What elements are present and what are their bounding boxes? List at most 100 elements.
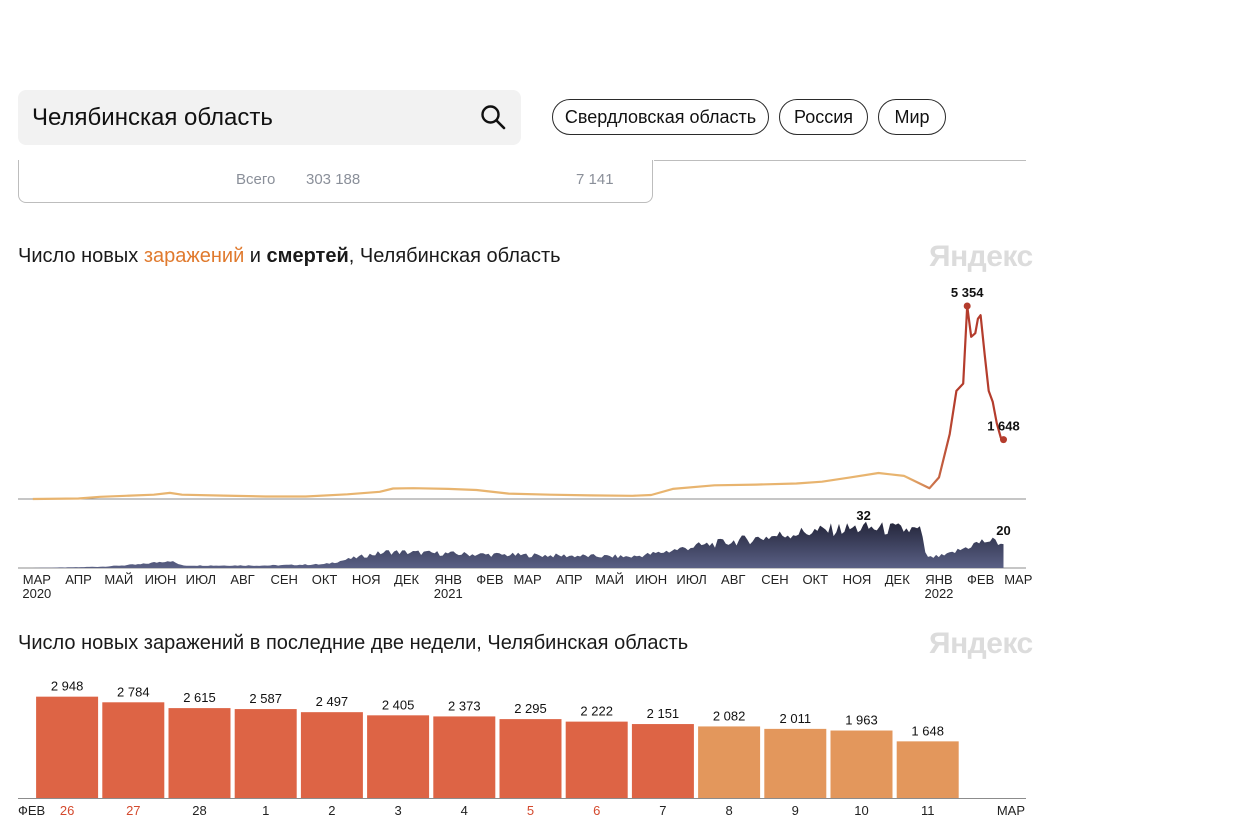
x-tick-label: ИЮН bbox=[145, 572, 177, 587]
cases-marker bbox=[999, 436, 1007, 444]
bar-category-label: 1 bbox=[262, 803, 269, 818]
bar-category-label: 27 bbox=[126, 803, 140, 818]
month-end-label: МАР bbox=[997, 803, 1025, 818]
region-button-world[interactable]: Мир bbox=[878, 99, 946, 135]
x-tick-label: ФЕВ bbox=[476, 572, 503, 587]
x-tick-label: ЯНВ bbox=[925, 572, 952, 587]
region-button-russia[interactable]: Россия bbox=[779, 99, 868, 135]
cases-value-label: 1 648 bbox=[987, 419, 1020, 434]
bar-category-label: 26 bbox=[60, 803, 74, 818]
bar-value-label: 2 082 bbox=[713, 708, 746, 723]
divider bbox=[654, 160, 1026, 161]
x-year-label: 2022 bbox=[924, 586, 953, 601]
search-input[interactable]: Челябинская область bbox=[32, 104, 273, 131]
totals-label: Всего bbox=[236, 171, 276, 188]
cases-marker bbox=[963, 302, 971, 310]
x-tick-label: СЕН bbox=[761, 572, 788, 587]
bar bbox=[830, 730, 893, 798]
totals-deaths: 7 141 bbox=[576, 171, 614, 188]
yandex-watermark: Яндекс bbox=[929, 240, 1033, 273]
bar bbox=[631, 724, 694, 798]
bar bbox=[102, 702, 165, 798]
totals-cases: 303 188 bbox=[306, 171, 361, 188]
bar-value-label: 1 648 bbox=[911, 723, 944, 738]
bar-value-label: 2 587 bbox=[249, 691, 282, 706]
x-tick-label: ФЕВ bbox=[967, 572, 994, 587]
search-icon[interactable] bbox=[480, 104, 506, 130]
bar-category-label: 5 bbox=[527, 803, 534, 818]
bar bbox=[764, 728, 827, 798]
bar bbox=[36, 696, 99, 798]
x-tick-label: ЯНВ bbox=[435, 572, 462, 587]
bar-category-label: 11 bbox=[921, 803, 935, 818]
bar-value-label: 2 011 bbox=[780, 711, 812, 726]
x-tick-label: НОЯ bbox=[352, 572, 381, 587]
bar-category-label: 8 bbox=[725, 803, 732, 818]
x-tick-label: ИЮЛ bbox=[186, 572, 216, 587]
bar-value-label: 2 784 bbox=[117, 684, 150, 699]
bar-category-label: 2 bbox=[328, 803, 335, 818]
totals-table: Всего 303 188 7 141 bbox=[18, 160, 653, 203]
bar-value-label: 2 373 bbox=[448, 698, 481, 713]
bar-category-label: 10 bbox=[854, 803, 868, 818]
bar-value-label: 2 151 bbox=[647, 706, 680, 721]
bar bbox=[433, 716, 496, 798]
x-tick-label: МАЙ bbox=[104, 572, 133, 587]
bar-value-label: 1 963 bbox=[845, 713, 878, 728]
x-tick-label: ОКТ bbox=[802, 572, 828, 587]
bar-category-label: 28 bbox=[192, 803, 206, 818]
bar bbox=[499, 719, 562, 798]
bar bbox=[896, 741, 959, 798]
bar bbox=[698, 726, 761, 798]
x-year-label: 2021 bbox=[434, 586, 463, 601]
chart1-title-and: и bbox=[244, 245, 267, 267]
chart1-title: Число новых заражений и смертей, Челябин… bbox=[18, 245, 561, 268]
bar-value-label: 2 295 bbox=[514, 701, 547, 716]
bar-category-label: 3 bbox=[394, 803, 401, 818]
chart2-title: Число новых заражений в последние две не… bbox=[18, 632, 689, 654]
x-tick-label: МАР bbox=[513, 572, 541, 587]
x-tick-label: АПР bbox=[65, 572, 92, 587]
chart1-title-infections: заражений bbox=[143, 245, 245, 267]
bar bbox=[367, 715, 430, 798]
bar-value-label: 2 497 bbox=[316, 694, 349, 709]
cases-line bbox=[32, 304, 1005, 501]
x-tick-label: АПР bbox=[556, 572, 583, 587]
x-tick-label: ОКТ bbox=[312, 572, 338, 587]
bar-value-label: 2 405 bbox=[382, 697, 415, 712]
x-tick-label: МАР bbox=[1004, 572, 1032, 587]
x-tick-label: ИЮН bbox=[635, 572, 667, 587]
deaths-value-label: 20 bbox=[996, 523, 1010, 538]
cases-value-label: 5 354 bbox=[951, 285, 984, 300]
deaths-area bbox=[32, 521, 1004, 568]
bar-value-label: 2 615 bbox=[183, 690, 216, 705]
region-button-sverdlovsk[interactable]: Свердловская область bbox=[552, 99, 769, 135]
chart1-title-suffix: , Челябинская область bbox=[348, 245, 561, 267]
month-start-label: ФЕВ bbox=[18, 803, 45, 818]
bar-value-label: 2 948 bbox=[51, 679, 84, 694]
x-tick-label: НОЯ bbox=[843, 572, 872, 587]
bar bbox=[565, 721, 628, 798]
x-tick-label: ДЕК bbox=[885, 572, 910, 587]
two-weeks-bar-chart: 2 948 26 2 784 27 2 615 28 2 587 1 2 497 2 2 405 3 2… bbox=[18, 679, 1026, 818]
deaths-value-label: 32 bbox=[856, 508, 870, 523]
x-tick-label: АВГ bbox=[230, 572, 254, 587]
x-tick-label: СЕН bbox=[270, 572, 297, 587]
bar-category-label: 6 bbox=[593, 803, 600, 818]
chart1-title-prefix: Число новых bbox=[18, 245, 144, 267]
chart1-title-deaths: смертей bbox=[266, 245, 349, 267]
x-year-label: 2020 bbox=[22, 586, 51, 601]
yandex-watermark-2: Яндекс bbox=[929, 627, 1033, 660]
bar-category-label: 7 bbox=[659, 803, 666, 818]
bar-value-label: 2 222 bbox=[580, 704, 613, 719]
bar bbox=[234, 709, 297, 798]
bar bbox=[168, 708, 231, 798]
x-tick-label: ДЕК bbox=[394, 572, 419, 587]
x-tick-label: МАР bbox=[23, 572, 51, 587]
x-tick-label: АВГ bbox=[721, 572, 745, 587]
search-box[interactable]: Челябинская область bbox=[18, 90, 521, 145]
bar-category-label: 9 bbox=[792, 803, 799, 818]
bar-category-label: 4 bbox=[461, 803, 468, 818]
x-tick-label: МАЙ bbox=[595, 572, 624, 587]
